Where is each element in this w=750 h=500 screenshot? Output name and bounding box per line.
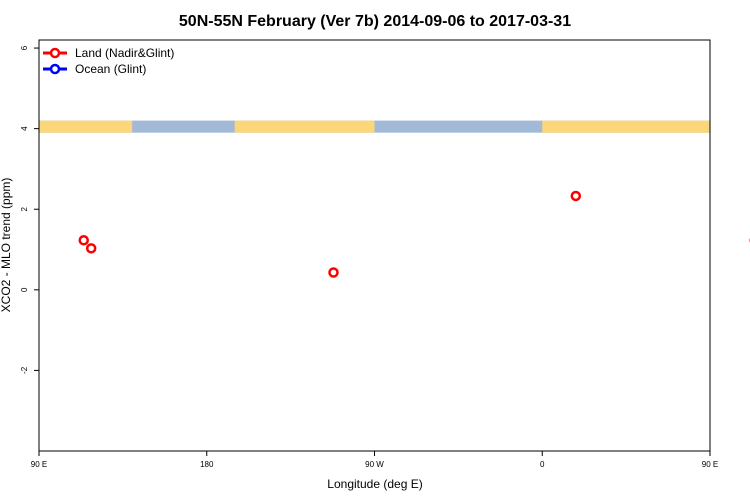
land-data-point bbox=[328, 267, 339, 278]
chart-title: 50N-55N February (Ver 7b) 2014-09-06 to … bbox=[179, 13, 571, 30]
x-axis-label: Longitude (deg E) bbox=[327, 477, 422, 491]
legend-land-marker bbox=[49, 47, 61, 59]
land-segment bbox=[234, 120, 375, 133]
x-tick-label: 0 bbox=[540, 460, 545, 469]
x-axis-ticks: 90 E 180 90 W 0 90 E bbox=[31, 451, 718, 469]
land-data-point bbox=[570, 190, 582, 202]
y-tick-label: 6 bbox=[20, 45, 29, 50]
x-tick-label: 90 E bbox=[702, 460, 718, 469]
land-segment bbox=[542, 120, 710, 133]
data-points bbox=[78, 190, 750, 278]
y-tick-label: -2 bbox=[20, 366, 29, 374]
y-tick-label: 4 bbox=[20, 126, 29, 131]
legend: Land (Nadir&Glint) Ocean (Glint) bbox=[43, 46, 174, 76]
x-tick-label: 180 bbox=[200, 460, 214, 469]
legend-land-label: Land (Nadir&Glint) bbox=[75, 46, 174, 60]
legend-entry-land: Land (Nadir&Glint) bbox=[43, 46, 174, 60]
land-ocean-strip bbox=[39, 120, 710, 133]
legend-entry-ocean: Ocean (Glint) bbox=[43, 62, 146, 76]
y-axis-ticks: -2 0 2 4 6 bbox=[20, 45, 39, 374]
y-tick-label: 2 bbox=[20, 206, 29, 211]
legend-ocean-label: Ocean (Glint) bbox=[75, 62, 146, 76]
land-data-point bbox=[78, 235, 89, 246]
land-data-point bbox=[85, 243, 97, 254]
legend-ocean-marker bbox=[49, 63, 61, 75]
x-tick-label: 90 E bbox=[31, 460, 47, 469]
x-tick-label: 90 W bbox=[365, 460, 384, 469]
y-tick-label: 0 bbox=[20, 287, 29, 292]
land-segment bbox=[39, 120, 133, 133]
plot-frame bbox=[38, 39, 711, 452]
y-axis-label: XCO2 - MLO trend (ppm) bbox=[0, 178, 13, 313]
